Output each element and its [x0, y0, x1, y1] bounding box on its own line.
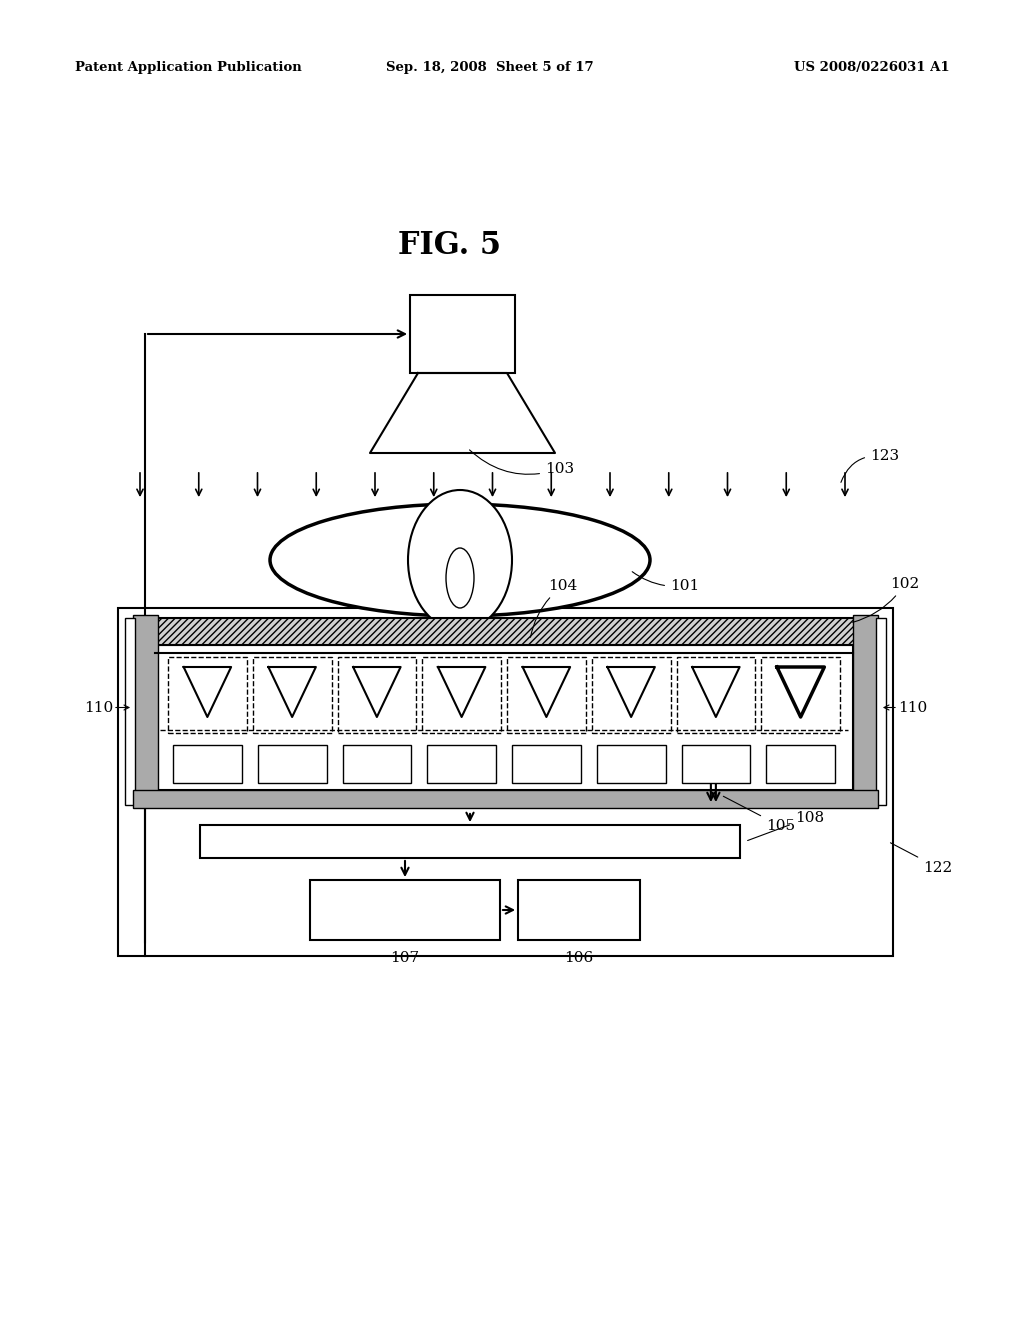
Bar	[761, 657, 840, 733]
Bar	[148, 618, 860, 645]
Text: FIG. 5: FIG. 5	[398, 230, 502, 260]
Text: Sep. 18, 2008  Sheet 5 of 17: Sep. 18, 2008 Sheet 5 of 17	[386, 62, 594, 74]
Bar	[310, 880, 500, 940]
Bar	[677, 657, 756, 733]
Text: 103: 103	[470, 450, 574, 477]
Text: 104: 104	[530, 579, 578, 638]
Bar	[168, 657, 247, 733]
Bar	[427, 744, 496, 783]
Text: 123: 123	[841, 449, 899, 482]
Text: 122: 122	[891, 842, 952, 874]
Ellipse shape	[408, 490, 512, 630]
Bar	[173, 744, 242, 783]
Bar	[410, 294, 515, 374]
Text: 105: 105	[723, 796, 795, 833]
Text: 102: 102	[853, 577, 920, 622]
Bar	[200, 825, 740, 858]
Text: 107: 107	[390, 950, 420, 965]
Bar	[258, 744, 327, 783]
Ellipse shape	[446, 548, 474, 609]
Bar	[597, 744, 666, 783]
Bar	[682, 744, 751, 783]
Text: 101: 101	[632, 572, 699, 593]
Text: Patent Application Publication: Patent Application Publication	[75, 62, 302, 74]
Bar	[507, 657, 586, 733]
Text: 106: 106	[564, 950, 594, 965]
Bar	[338, 657, 416, 733]
Bar	[342, 744, 412, 783]
Ellipse shape	[270, 504, 650, 616]
Bar	[125, 618, 135, 805]
Bar	[253, 657, 332, 733]
Bar	[133, 789, 878, 808]
Bar	[592, 657, 671, 733]
Text: US 2008/0226031 A1: US 2008/0226031 A1	[795, 62, 950, 74]
Text: 108: 108	[748, 810, 824, 841]
Bar	[876, 618, 886, 805]
Bar	[766, 744, 835, 783]
Text: 110: 110	[898, 701, 928, 714]
Bar	[422, 657, 501, 733]
Bar	[155, 645, 853, 789]
Bar	[512, 744, 581, 783]
Bar	[118, 609, 893, 956]
Bar	[518, 880, 640, 940]
Bar	[133, 615, 158, 800]
Text: 110: 110	[84, 701, 113, 714]
Bar	[853, 615, 878, 800]
